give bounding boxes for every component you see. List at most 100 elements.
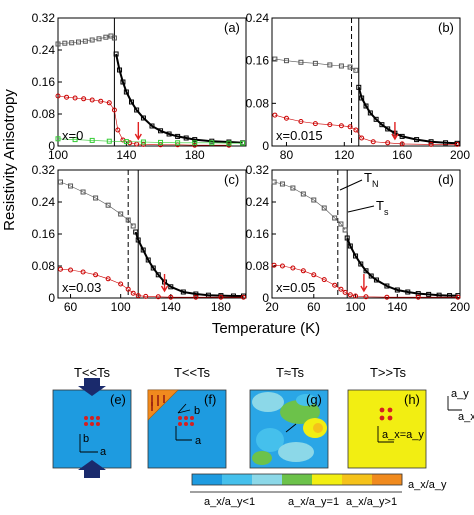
domain-dots (84, 416, 100, 426)
x-tick-label: 180 (211, 300, 231, 314)
x-tick-label: 100 (48, 148, 68, 162)
series-line-2 (60, 268, 244, 298)
colorbar-segment (312, 474, 343, 485)
x-tick-label: 140 (161, 300, 181, 314)
y-tick-label: 0.24 (32, 43, 56, 57)
data-point (80, 269, 86, 275)
panel-h-tag: (h) (404, 392, 420, 407)
colorbar-frame (191, 473, 403, 486)
data-point (127, 140, 133, 146)
data-point (155, 272, 161, 278)
data-point (300, 268, 306, 274)
y-tick-label: 0.16 (32, 75, 56, 89)
y-tick-label: 0.08 (32, 259, 56, 273)
data-point (342, 227, 348, 233)
data-point (140, 115, 146, 121)
axis-ay: a_y (451, 388, 469, 400)
data-point (118, 281, 124, 287)
y-tick-label: 0.24 (246, 195, 270, 209)
series-line-3 (57, 138, 243, 144)
data-point (290, 265, 296, 271)
colorbar-segment (342, 474, 373, 485)
series-line-1 (115, 53, 243, 144)
series-line-1 (346, 237, 458, 297)
y-tick-label: 0.16 (246, 54, 270, 68)
data-point (363, 268, 369, 274)
plot-frame (57, 169, 247, 299)
data-point (130, 290, 136, 296)
axis-label-a: a (195, 435, 202, 447)
y-tick-label: 0.24 (32, 195, 56, 209)
colorbar-segment (222, 474, 253, 485)
data-point (58, 179, 64, 185)
ts-pointer (347, 205, 375, 213)
colorbar-end-label: a_x/a_y (408, 479, 447, 491)
composition-label: x=0 (62, 128, 83, 143)
y-tick-label: 0.16 (246, 227, 270, 241)
tn-pointer (339, 179, 363, 191)
x-tick-label: 200 (450, 300, 470, 314)
data-point (298, 118, 304, 124)
x-tick-label: 200 (450, 148, 470, 162)
domain-dots (178, 416, 194, 426)
transition-arrow (360, 274, 368, 293)
panel-h-square (347, 389, 427, 469)
x-tick-label: 140 (387, 300, 407, 314)
panel-e-square (52, 389, 132, 469)
series-line-2 (274, 114, 458, 145)
data-point (105, 276, 111, 282)
data-point (93, 195, 99, 201)
colorbar (191, 473, 403, 486)
data-point (150, 265, 156, 271)
series-line-0 (274, 181, 346, 231)
domain-dots (379, 407, 393, 421)
panel-tag: (b) (438, 20, 454, 35)
y-tick-label: 0 (262, 139, 269, 153)
axis-label-b: b (194, 405, 200, 417)
orange-domain (147, 389, 179, 421)
colorbar-label-lt: a_x/a_y<1 (204, 496, 255, 508)
composition-label: x=0.05 (276, 280, 315, 295)
x-tick-label: 80 (280, 148, 294, 162)
data-point (93, 272, 99, 278)
equal-relation: a_x=a_y (382, 429, 424, 441)
rotated-axes (177, 403, 191, 414)
series-line-0 (60, 181, 134, 227)
colorbar-segment (252, 474, 283, 485)
series-line-0 (57, 35, 115, 45)
orange-domain-arrows (151, 395, 165, 411)
data-point (68, 183, 74, 189)
domain-arrow (285, 423, 297, 433)
y-tick-label: 0.32 (32, 163, 56, 177)
data-point (373, 116, 379, 122)
axis-arrows (175, 426, 192, 441)
series-line-1 (134, 231, 244, 297)
axis-label-b: b (83, 433, 89, 445)
data-point (103, 34, 109, 40)
x-tick-label: 100 (111, 300, 131, 314)
data-point (96, 36, 102, 42)
data-point (290, 185, 296, 191)
panel-tag: (d) (438, 172, 454, 187)
chart-panel-3: 0 0.08 0.16 0.24 0.32 20 60 100 140 200 (d) x=0.05 (246, 163, 471, 314)
data-point (359, 135, 365, 141)
data-point (332, 282, 338, 288)
data-point (272, 112, 278, 118)
data-point (134, 107, 140, 113)
x-tick-label: 140 (116, 148, 136, 162)
y-tick-label: 0.24 (246, 11, 270, 25)
transition-arrow (160, 274, 169, 293)
data-point (115, 127, 121, 133)
panel-g-title: T≈Ts (276, 365, 305, 380)
data-point (125, 217, 131, 223)
axis-arrows (377, 426, 394, 443)
data-point (80, 189, 86, 195)
series-line-0 (274, 58, 357, 71)
colorbar-label-gt: a_x/a_y>1 (346, 496, 397, 508)
composition-label: x=0.015 (276, 128, 323, 143)
colorbar-label-eq: a_x/a_y=1 (288, 496, 339, 508)
y-tick-label: 0 (48, 291, 55, 305)
data-point (367, 110, 373, 116)
data-point (321, 277, 327, 283)
